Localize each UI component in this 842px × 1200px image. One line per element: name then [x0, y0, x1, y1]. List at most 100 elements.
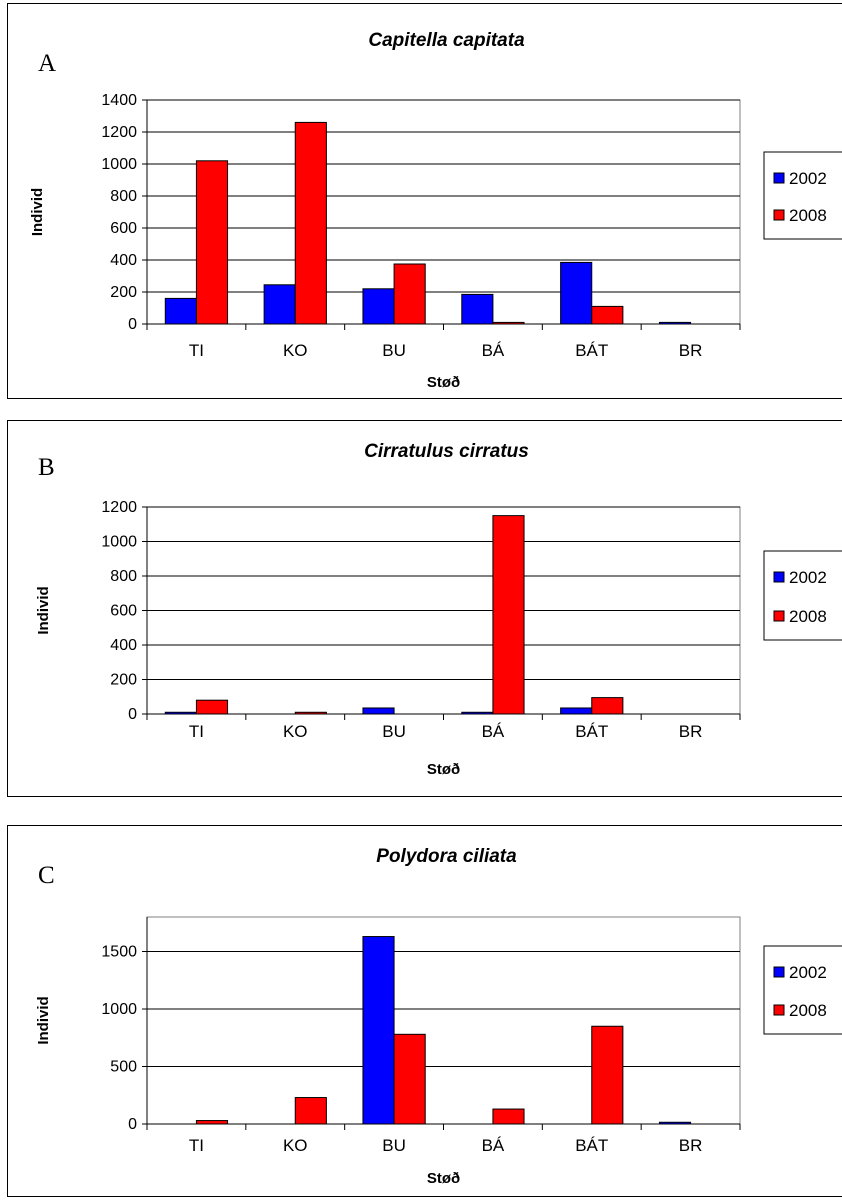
- bar-2008-TI: [195, 160, 229, 325]
- y-tick-label: 200: [110, 284, 137, 301]
- x-tick-label: BÁ: [482, 722, 505, 741]
- bar-2008-KO: [294, 121, 327, 325]
- y-tick-label: 0: [128, 316, 137, 333]
- y-tick-label: 1000: [101, 156, 137, 173]
- x-tick-label: KO: [283, 1136, 308, 1155]
- plot-area-frame: [146, 916, 741, 1125]
- chart-title: Capitella capitata: [368, 30, 525, 51]
- chart-b: 0 200 400 600 800 1000 1200 TI KO BU BÁ BÁT BR Cirrat…: [35, 441, 842, 778]
- bar-2008-BU: [393, 263, 426, 325]
- legend-box: [763, 151, 842, 240]
- y-tick-label: 400: [110, 637, 137, 654]
- x-tick-label: TI: [189, 341, 204, 360]
- x-tick-label: BU: [382, 1136, 406, 1155]
- y-tick-label: 600: [110, 603, 137, 620]
- bar-2008-TI: [195, 699, 229, 715]
- chart-panel-b: 0 200 400 600 800 1000 1200 TI KO BU BÁ BÁT BR Cirrat…: [7, 420, 842, 797]
- legend-label-2008: 2008: [789, 206, 827, 225]
- legend-swatch-2008: [773, 1004, 785, 1016]
- bar-2002-BU: [362, 288, 395, 325]
- legend-label-2008: 2008: [789, 607, 827, 626]
- x-tick-label: BÁ: [482, 1136, 505, 1155]
- legend-box: [763, 550, 842, 641]
- bar-2008-BU: [393, 1033, 426, 1125]
- y-tick-label: 0: [128, 706, 137, 723]
- bar-2008-BÁ: [492, 321, 525, 325]
- y-tick-label: 1000: [101, 1001, 137, 1018]
- x-tick-label: BU: [382, 341, 406, 360]
- legend: 2002 2008: [763, 151, 842, 240]
- x-tick-label: BÁ: [482, 341, 505, 360]
- y-tick-label: 200: [110, 672, 137, 689]
- x-tick-label: KO: [283, 722, 308, 741]
- y-tick-label: 400: [110, 252, 137, 269]
- x-tick-label: BR: [679, 1136, 703, 1155]
- y-tick-label: 1200: [101, 499, 137, 516]
- y-tick-label: 1000: [101, 534, 137, 551]
- legend-swatch-2002: [773, 571, 785, 583]
- chart-title: Cirratulus cirratus: [364, 441, 529, 462]
- x-tick-label: BR: [679, 722, 703, 741]
- chart-panel-a: 0 200 400 600 800 1000 1200 1400 TI KO BU BÁ BÁT BR Ca…: [7, 3, 842, 399]
- bar-2008-BÁ: [492, 1108, 525, 1125]
- x-tick-label: BU: [382, 722, 406, 741]
- legend-label-2002: 2002: [789, 568, 827, 587]
- bar-2002-BÁ: [461, 293, 494, 325]
- bar-2008-KO: [294, 711, 327, 715]
- y-tick-label: 600: [110, 220, 137, 237]
- bar-2008-BÁT: [591, 697, 624, 715]
- legend-label-2002: 2002: [789, 169, 827, 188]
- bar-2002-BR: [658, 321, 692, 325]
- y-tick-label: 1500: [101, 944, 137, 961]
- y-tick-label: 500: [110, 1059, 137, 1076]
- legend: 2002 2008: [763, 550, 842, 641]
- x-axis-label: Støð: [427, 1170, 460, 1187]
- bar-2008-TI: [195, 1120, 229, 1125]
- panel-letter: A: [38, 50, 56, 77]
- bar-2008-BÁ: [492, 515, 525, 715]
- y-axis-label: Individ: [35, 996, 52, 1044]
- chart-c: 0 500 1000 1500 TI KO BU BÁ BÁT BR Polydora ciliat…: [35, 846, 842, 1187]
- bar-2002-BÁT: [560, 261, 593, 325]
- legend-swatch-2002: [773, 966, 785, 978]
- y-axis-label: Individ: [35, 586, 52, 634]
- legend-label-2002: 2002: [789, 963, 827, 982]
- bar-2008-BÁT: [591, 1025, 624, 1125]
- y-axis-label: Individ: [29, 188, 46, 236]
- x-axis-label: Støð: [427, 374, 460, 391]
- legend-box: [763, 945, 842, 1035]
- bar-2002-BU: [362, 936, 395, 1125]
- x-tick-label: BÁT: [575, 341, 608, 360]
- bar-2002-TI: [164, 711, 197, 715]
- x-axis-label: Støð: [427, 761, 460, 778]
- bar-2002-BU: [362, 707, 395, 715]
- plot-area-frame: [146, 99, 741, 325]
- x-tick-label: KO: [283, 341, 308, 360]
- x-tick-label: BÁT: [575, 1136, 608, 1155]
- x-tick-label: TI: [189, 722, 204, 741]
- y-tick-label: 1200: [101, 124, 137, 141]
- y-tick-label: 800: [110, 568, 137, 585]
- bar-2002-BÁ: [461, 711, 494, 715]
- chart-panel-c: 0 500 1000 1500 TI KO BU BÁ BÁT BR Polydora ciliat…: [7, 825, 842, 1197]
- y-tick-label: 0: [128, 1116, 137, 1133]
- panel-letter: B: [38, 454, 55, 481]
- x-tick-label: BR: [679, 341, 703, 360]
- legend-label-2008: 2008: [789, 1001, 827, 1020]
- panel-letter: C: [38, 862, 55, 889]
- chart-title: Polydora ciliata: [376, 846, 517, 867]
- x-tick-label: BÁT: [575, 722, 608, 741]
- y-tick-label: 1400: [101, 92, 137, 109]
- x-tick-label: TI: [189, 1136, 204, 1155]
- legend-swatch-2008: [773, 610, 785, 622]
- legend: 2002 2008: [763, 945, 842, 1035]
- bar-2002-BÁT: [560, 707, 593, 715]
- legend-swatch-2008: [773, 209, 785, 221]
- bar-2002-BR: [658, 1121, 692, 1125]
- bar-2002-TI: [164, 297, 197, 325]
- legend-swatch-2002: [773, 172, 785, 184]
- bar-2002-KO: [263, 284, 296, 325]
- y-tick-label: 800: [110, 188, 137, 205]
- chart-a: 0 200 400 600 800 1000 1200 1400 TI KO BU BÁ BÁT BR Ca…: [29, 30, 842, 391]
- bar-2008-BÁT: [591, 305, 624, 325]
